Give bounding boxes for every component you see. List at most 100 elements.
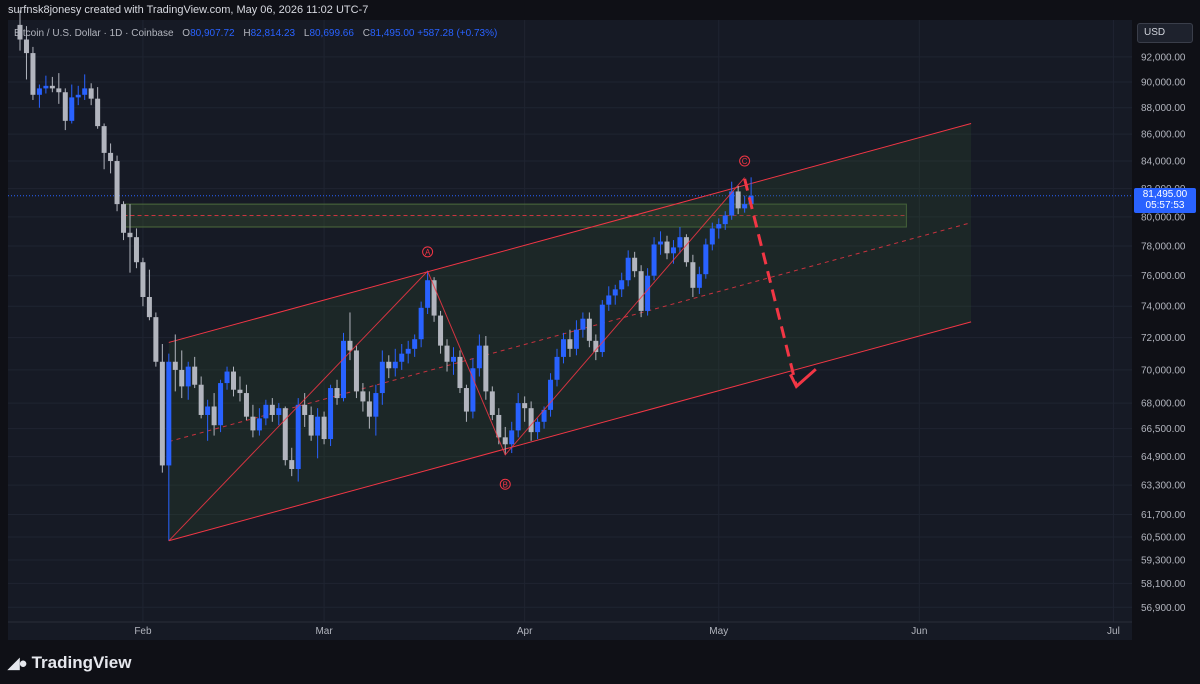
candle [159, 361, 165, 466]
candle [703, 244, 709, 275]
candle [88, 88, 94, 99]
candle [632, 257, 638, 272]
candle [722, 215, 728, 225]
candle [341, 340, 346, 399]
wave-label-circle [422, 246, 434, 258]
candle [153, 317, 159, 362]
candle [211, 406, 217, 426]
candle [554, 356, 560, 380]
candle [250, 416, 256, 431]
candle [75, 94, 81, 98]
candle [509, 430, 515, 445]
high-label: H [243, 28, 251, 39]
close-label: C [362, 28, 370, 39]
candle [282, 408, 288, 461]
candle [133, 237, 139, 263]
candle [49, 85, 55, 89]
candle [269, 404, 275, 415]
candle [82, 88, 88, 95]
wave-label: A [425, 248, 431, 257]
candle [670, 247, 676, 254]
time-tick-label: Mar [315, 626, 333, 637]
channel-upper-line [168, 122, 972, 343]
price-tick-label: 92,000.00 [1141, 52, 1186, 63]
candle [470, 368, 476, 412]
candle [580, 318, 586, 330]
candle [121, 204, 127, 233]
price-tick-label: 76,000.00 [1141, 271, 1186, 282]
candle [172, 361, 178, 370]
candle [463, 388, 469, 412]
price-tick-label: 64,900.00 [1141, 452, 1186, 463]
candle [353, 350, 359, 392]
projection-arrow [743, 178, 817, 389]
candle [399, 353, 405, 362]
candle [515, 403, 521, 431]
currency-button[interactable]: USD [1137, 23, 1193, 43]
candle [683, 237, 689, 263]
open-label: O [182, 28, 191, 39]
symbol-name[interactable]: Bitcoin / U.S. Dollar · 1D · Coinbase [14, 28, 174, 39]
candle [43, 85, 49, 89]
time-tick-label: Jun [911, 626, 927, 637]
candle [496, 414, 502, 438]
channel-lower-line [168, 321, 972, 542]
candle [573, 329, 579, 349]
candle [651, 244, 657, 276]
candle [308, 414, 314, 436]
candle [541, 409, 547, 422]
candle [625, 257, 631, 281]
candle [412, 339, 418, 349]
tradingview-logo[interactable]: ◢● TradingView [8, 652, 131, 674]
candle [696, 274, 702, 288]
candle [289, 460, 295, 469]
candle [56, 88, 62, 93]
candle [677, 237, 683, 248]
candle [457, 356, 463, 389]
chart-watermark: surfnsk8jonesy created with TradingView.… [8, 4, 369, 16]
price-tick-label: 60,500.00 [1141, 533, 1186, 544]
bar-countdown: 05:57:53 [1145, 200, 1185, 211]
candle [179, 369, 185, 387]
last-price-value: 81,495.00 [1142, 189, 1188, 200]
wave-label: C [742, 157, 748, 166]
candle [17, 24, 23, 40]
candle [619, 280, 625, 290]
candle [295, 404, 301, 469]
high-value: 82,814.23 [250, 28, 296, 39]
candle [140, 262, 146, 297]
candle [438, 315, 444, 346]
close-value: 81,495.00 [369, 28, 415, 39]
brand-name: TradingView [31, 653, 132, 672]
price-tick-label: 66,500.00 [1141, 424, 1186, 435]
candle [315, 416, 321, 436]
candle [127, 232, 133, 238]
symbol-legend[interactable]: Bitcoin / U.S. Dollar · 1D · Coinbase O8… [14, 28, 497, 39]
candle [450, 356, 456, 362]
candle [386, 361, 392, 369]
candle [560, 339, 566, 357]
candle [108, 152, 114, 162]
candle [185, 366, 191, 387]
time-axis-labels: Feb Mar Apr May Jun Jul [134, 626, 1120, 637]
price-tick-label: 80,000.00 [1141, 212, 1186, 223]
wave-label-circle [499, 478, 511, 490]
candle [347, 340, 353, 351]
price-tick-label: 90,000.00 [1141, 78, 1186, 89]
candle [62, 92, 68, 121]
candle [502, 437, 508, 445]
candle [302, 404, 308, 415]
price-tick-label: 70,000.00 [1141, 365, 1186, 376]
change-value: +587.28 (+0.73%) [417, 28, 498, 39]
price-tick-label: 61,700.00 [1141, 510, 1186, 521]
candle [198, 384, 204, 415]
candle [638, 271, 644, 311]
candle [23, 39, 29, 54]
candle [535, 421, 541, 433]
candle [366, 401, 372, 417]
candle [522, 403, 528, 409]
tradingview-logo-icon: ◢● [8, 655, 28, 672]
wave-label: B [503, 480, 508, 489]
open-value: 80,907.72 [190, 28, 235, 39]
